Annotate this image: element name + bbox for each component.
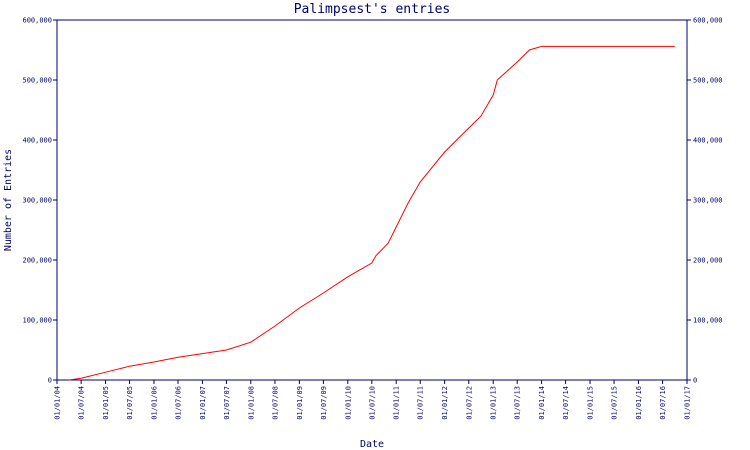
series-layer [69,45,675,381]
x-tick-label: 01/01/09 [296,386,304,420]
y-tick-label-left: 300,000 [22,197,52,205]
x-tick-label: 01/07/05 [126,386,134,420]
x-tick-label: 01/07/15 [611,386,619,420]
x-axis-ticks: 01/01/04 01/07/04 01/01/05 01/07/05 01/01/06… [54,380,692,420]
x-tick-label: 01/07/13 [514,386,522,420]
x-tick-label: 01/07/10 [368,386,376,420]
x-tick-label: 01/01/14 [538,386,546,420]
x-tick-label: 01/01/04 [54,386,62,420]
y-axis-label: Number of Entries [3,149,14,251]
x-tick-label: 01/01/06 [150,386,158,420]
x-tick-label: 01/01/05 [102,386,110,420]
y-tick-label-right: 300,000 [693,197,723,205]
y-tick-label-right: 100,000 [693,317,723,325]
x-tick-label: 01/07/11 [417,386,425,420]
y-tick-label-left: 200,000 [22,257,52,265]
x-tick-label: 01/01/07 [199,386,207,420]
y-tick-label-right: 600,000 [693,17,723,25]
x-tick-label: 01/01/17 [684,386,692,420]
x-tick-label: 01/07/14 [562,386,570,420]
y-tick-label-left: 500,000 [22,77,52,85]
y-tick-label-left: 400,000 [22,137,52,145]
y-tick-label-right: 200,000 [693,257,723,265]
x-tick-label: 01/07/04 [78,386,86,420]
y-axis-ticks: 0 0 100,000 100,000 200,000 200,000 300,000 300… [22,17,722,385]
x-tick-label: 01/01/12 [441,386,449,420]
y-tick-label-left: 600,000 [22,17,52,25]
y-tick-label-left: 0 [48,377,52,385]
x-tick-label: 01/07/08 [271,386,279,420]
y-tick-label-right: 500,000 [693,77,723,85]
y-tick-label-left: 100,000 [22,317,52,325]
chart-title: Palimpsest's entries [294,2,451,17]
x-tick-label: 01/07/07 [223,386,231,420]
plot-frame [56,19,688,381]
x-tick-label: 01/01/13 [490,386,498,420]
x-tick-label: 01/01/10 [344,386,352,420]
y-tick-label-right: 0 [693,377,697,385]
x-tick-label: 01/01/15 [587,386,595,420]
x-axis-label: Date [360,439,384,450]
x-tick-label: 01/07/06 [174,386,182,420]
x-tick-label: 01/07/16 [659,386,667,420]
x-tick-label: 01/07/09 [320,386,328,420]
x-tick-label: 01/01/11 [393,386,401,420]
x-tick-label: 01/01/16 [635,386,643,420]
x-tick-label: 01/07/12 [465,386,473,420]
y-tick-label-right: 400,000 [693,137,723,145]
series-line [69,45,675,381]
x-tick-label: 01/01/08 [247,386,255,420]
